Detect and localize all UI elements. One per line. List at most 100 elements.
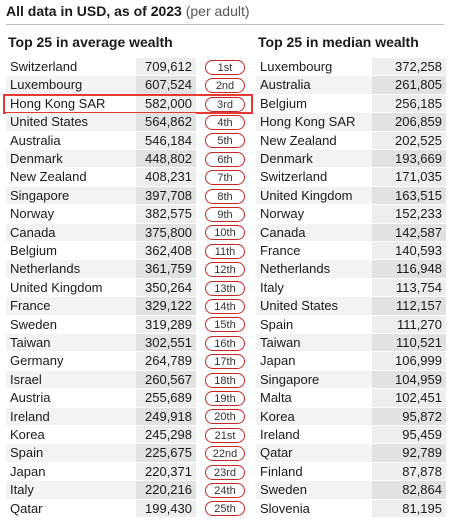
value-cell-shade <box>136 150 196 169</box>
row-divider <box>6 314 196 316</box>
average-wealth-value: 350,264 <box>145 279 192 295</box>
value-cell-shade <box>136 58 196 77</box>
row-divider <box>6 480 196 482</box>
value-cell-shade <box>372 113 446 132</box>
country-name: Italy <box>10 482 34 498</box>
rank-badge: 3rd <box>205 96 245 112</box>
value-cell-shade <box>372 481 446 500</box>
average-wealth-value: 361,759 <box>145 261 192 277</box>
country-name: Belgium <box>10 243 57 258</box>
value-cell-shade <box>136 242 196 261</box>
row-divider <box>256 204 446 206</box>
median-wealth-value: 152,233 <box>395 206 442 222</box>
country-name: Finland <box>260 463 303 479</box>
average-wealth-row: France 329,122 <box>6 297 196 316</box>
median-wealth-value: 111,270 <box>396 316 442 332</box>
rank-badge: 18th <box>205 372 245 388</box>
average-wealth-row: Australia 546,184 <box>6 131 196 150</box>
median-wealth-value: 81,195 <box>402 500 442 516</box>
value-cell-shade <box>136 315 196 334</box>
average-wealth-row: United States 564,862 <box>6 113 196 132</box>
row-divider <box>256 314 446 316</box>
row-divider <box>256 259 446 261</box>
median-wealth-row: Qatar 92,789 <box>256 444 446 463</box>
country-name: Netherlands <box>260 261 331 277</box>
median-wealth-row: Japan 106,999 <box>256 352 446 371</box>
row-divider <box>256 130 446 132</box>
row-divider <box>256 112 446 114</box>
average-wealth-row: Norway 382,575 <box>6 205 196 224</box>
value-cell-shade <box>136 205 196 224</box>
value-cell-shade <box>136 76 196 95</box>
value-cell-shade <box>136 297 196 316</box>
country-name: United Kingdom <box>260 187 353 203</box>
median-wealth-row: Taiwan 110,521 <box>256 334 446 353</box>
average-wealth-value: 302,551 <box>145 335 192 350</box>
average-wealth-value: 375,800 <box>145 224 192 240</box>
row-divider <box>256 351 446 353</box>
country-name: Netherlands <box>10 261 81 277</box>
value-cell-shade <box>136 223 196 242</box>
row-divider <box>256 222 446 224</box>
country-name: France <box>260 243 301 258</box>
row-divider <box>256 93 446 95</box>
rank-badge: 12th <box>205 262 245 278</box>
average-wealth-value: 255,689 <box>145 390 192 406</box>
country-name: Japan <box>260 353 296 369</box>
average-wealth-row: Switzerland 709,612 <box>6 58 196 77</box>
rank-badge: 6th <box>205 151 245 167</box>
row-divider <box>256 167 446 169</box>
country-name: Hong Kong SAR <box>10 95 106 111</box>
value-cell-shade <box>372 168 446 187</box>
value-cell-shade <box>372 76 446 95</box>
rank-badge: 15th <box>205 317 245 333</box>
average-wealth-row: Germany 264,789 <box>6 352 196 371</box>
rank-badge: 13th <box>205 280 245 296</box>
average-wealth-value: 319,289 <box>145 316 192 332</box>
value-cell-shade <box>372 315 446 334</box>
country-name: United Kingdom <box>10 279 103 295</box>
rank-badge: 25th <box>205 501 245 517</box>
value-cell-shade <box>136 352 196 371</box>
country-name: Australia <box>260 77 311 93</box>
value-cell-shade <box>372 499 446 518</box>
value-cell-shade <box>372 352 446 371</box>
rank-badge: 4th <box>205 114 245 130</box>
value-cell-shade <box>372 242 446 261</box>
average-wealth-row: Luxembourg 607,524 <box>6 76 196 95</box>
country-name: Taiwan <box>10 335 51 350</box>
row-divider <box>256 332 446 334</box>
row-divider <box>256 369 446 371</box>
row-divider <box>6 240 196 242</box>
median-wealth-value: 82,864 <box>402 482 442 498</box>
average-wealth-row: Ireland 249,918 <box>6 407 196 426</box>
average-wealth-row: Sweden 319,289 <box>6 315 196 334</box>
rank-badge: 20th <box>205 409 245 425</box>
median-wealth-row: United States 112,157 <box>256 297 446 316</box>
median-wealth-value: 87,878 <box>402 463 442 479</box>
median-wealth-value: 112,157 <box>395 298 442 314</box>
country-name: Luxembourg <box>10 77 83 93</box>
rank-badge: 24th <box>205 482 245 498</box>
row-divider <box>256 443 446 445</box>
value-cell-shade <box>372 94 446 114</box>
average-wealth-value: 249,918 <box>145 408 192 424</box>
rank-badge: 5th <box>205 133 245 149</box>
average-wealth-row: Belgium 362,408 <box>6 242 196 261</box>
row-divider <box>256 498 446 500</box>
country-name: Denmark <box>260 151 313 166</box>
average-wealth-value: 260,567 <box>145 371 192 387</box>
row-divider <box>256 388 446 390</box>
median-wealth-value: 106,999 <box>395 353 442 369</box>
median-wealth-value: 113,754 <box>395 279 442 295</box>
median-wealth-row: Korea 95,872 <box>256 407 446 426</box>
value-cell-shade <box>136 186 196 206</box>
title-divider <box>6 24 444 25</box>
country-name: Spain <box>260 316 294 332</box>
value-cell-shade <box>136 499 196 518</box>
country-name: Singapore <box>10 187 70 203</box>
country-name: Ireland <box>10 408 50 424</box>
row-divider <box>6 148 196 150</box>
row-divider <box>256 240 446 242</box>
row-divider <box>256 296 446 298</box>
